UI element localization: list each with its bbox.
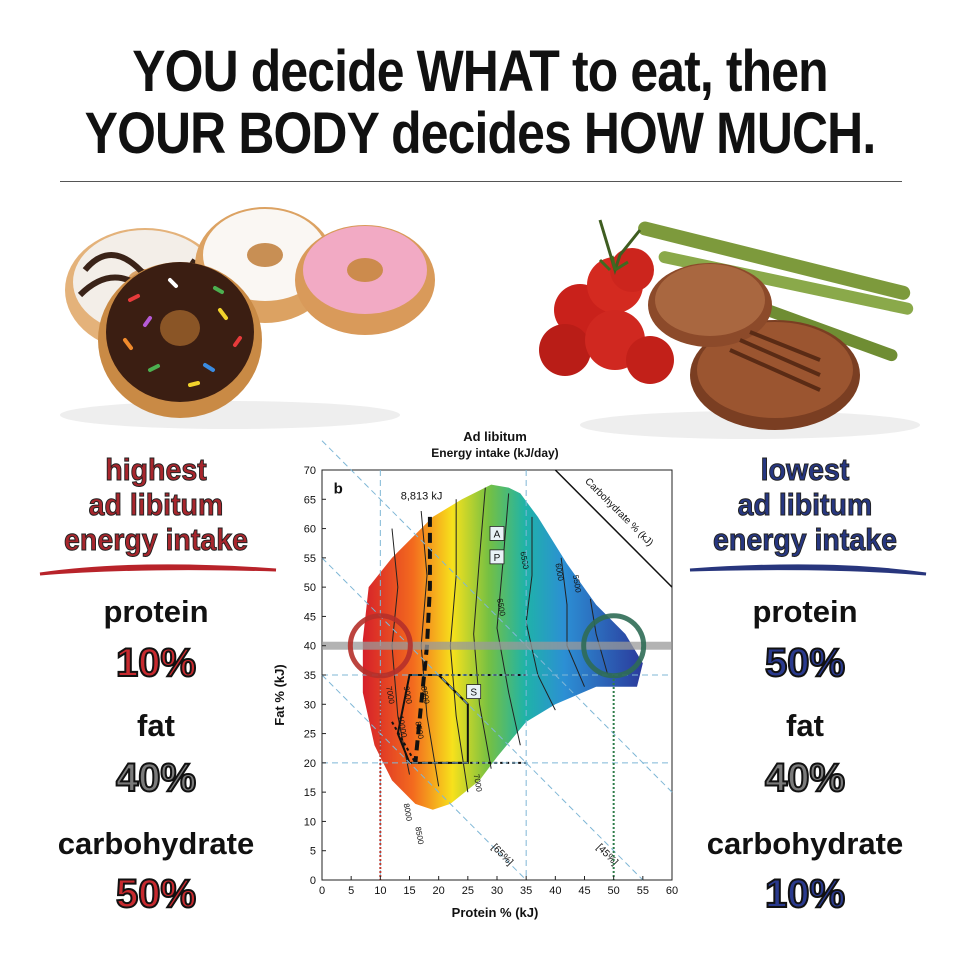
marker-circle <box>347 613 413 679</box>
dotted-bound <box>391 721 527 764</box>
carb-axis <box>554 469 673 588</box>
x-tick-label: 40 <box>549 885 561 897</box>
carb-diagonal <box>321 674 527 881</box>
contour-label: 6000 <box>553 562 565 582</box>
y-tick-label: 45 <box>304 611 316 623</box>
donuts-image <box>60 207 435 429</box>
boxed-label-bg <box>489 526 505 541</box>
right-protein-value: 50% <box>764 640 846 686</box>
peak-annotation: 8,813 kJ <box>401 490 443 502</box>
right-intake-heading: lowest ad libitum energy intake <box>667 452 943 558</box>
y-tick-label: 70 <box>304 465 316 477</box>
contour-line <box>560 557 585 687</box>
divider-rule <box>60 181 902 182</box>
x-tick-label: 5 <box>348 885 354 897</box>
contour-label: 7000 <box>472 773 484 793</box>
right-intake-line-2: ad libitum <box>737 487 873 523</box>
y-tick-label: 55 <box>304 553 316 565</box>
y-tick-label: 60 <box>304 524 316 536</box>
contour-line <box>496 493 521 746</box>
y-tick-label: 20 <box>304 758 316 770</box>
boxed-label: P <box>494 553 501 564</box>
y-tick-label: 50 <box>304 582 316 594</box>
left-fat-label: fat <box>137 708 175 743</box>
left-protein-value: 10% <box>115 640 197 686</box>
right-carb-label: carbohydrate <box>706 826 904 861</box>
x-tick-label: 25 <box>462 885 474 897</box>
steak-image <box>539 219 920 439</box>
contour-label: 8000 <box>419 685 431 705</box>
energy-intake-chart: Ad libitum Energy intake (kJ/day) 650060… <box>272 429 678 920</box>
cherry-tomatoes <box>539 219 674 384</box>
left-carb-label: carbohydrate <box>57 826 255 861</box>
headline-line-1: YOU decide WHAT to eat, then <box>132 39 828 104</box>
contour-label: 8500 <box>413 826 425 846</box>
right-fat-value: 40% <box>764 755 846 801</box>
left-carb-value: 50% <box>115 871 197 917</box>
steak <box>648 263 860 430</box>
right-intake-line-1: lowest <box>760 452 850 488</box>
x-tick-label: 55 <box>637 885 649 897</box>
y-tick-label: 65 <box>304 494 316 506</box>
contour-label: 8500 <box>413 721 425 741</box>
marker-circle <box>581 613 647 679</box>
contour-label: 7000 <box>384 685 396 705</box>
right-protein-label: protein <box>752 594 858 629</box>
contour-label: 8000 <box>402 803 414 823</box>
left-intake-heading: highest ad libitum energy intake <box>18 452 294 558</box>
carb-diagonal <box>321 557 644 881</box>
red-swoosh <box>39 564 277 576</box>
contour-label: 5500 <box>571 574 583 594</box>
x-tick-label: 10 <box>374 885 386 897</box>
x-tick-label: 20 <box>433 885 445 897</box>
contour-line <box>473 487 492 769</box>
x-tick-label: 30 <box>491 885 503 897</box>
carb-diagonal <box>321 440 673 793</box>
contour-label: 6500 <box>495 598 507 618</box>
y-tick-label: 30 <box>304 699 316 711</box>
chart-subtitle: Energy intake (kJ/day) <box>431 446 558 460</box>
y-tick-label: 15 <box>304 787 316 799</box>
left-fat-value: 40% <box>115 755 197 801</box>
y-tick-label: 35 <box>304 670 316 682</box>
boxed-label-bg <box>466 684 482 699</box>
right-carb-value: 10% <box>764 871 846 917</box>
right-fat-label: fat <box>786 708 824 743</box>
x-tick-label: 50 <box>608 885 620 897</box>
boxed-label: A <box>494 529 501 540</box>
x-tick-label: 60 <box>666 885 678 897</box>
left-intake-line-2: ad libitum <box>88 487 224 523</box>
left-protein-label: protein <box>103 594 209 629</box>
y-tick-label: 25 <box>304 729 316 741</box>
contour-line <box>589 598 609 676</box>
x-tick-label: 15 <box>403 885 415 897</box>
y-tick-label: 5 <box>310 846 316 858</box>
y-tick-label: 10 <box>304 816 316 828</box>
chart-xlabel: Protein % (kJ) <box>452 905 539 920</box>
panel-label: b <box>334 480 343 497</box>
fat-40-band <box>322 641 672 650</box>
x-tick-label: 0 <box>319 885 325 897</box>
navy-swoosh <box>689 564 927 576</box>
chocolate-sprinkle-donut <box>98 262 262 418</box>
right-intake-line-3: energy intake <box>713 522 898 558</box>
chart-title: Ad libitum <box>463 429 527 444</box>
x-tick-label: 35 <box>520 885 532 897</box>
y-tick-label: 40 <box>304 641 316 653</box>
left-intake-line-1: highest <box>105 452 207 488</box>
headline-line-2: YOUR BODY decides HOW MUCH. <box>84 101 877 166</box>
contour-label: 6500 <box>518 551 530 571</box>
pink-donut <box>295 225 435 335</box>
boxed-label-bg <box>489 549 505 565</box>
chart-ylabel: Fat % (kJ) <box>272 664 287 725</box>
x-tick-label: 45 <box>578 885 590 897</box>
boxed-label: S <box>470 688 477 699</box>
left-intake-line-3: energy intake <box>64 522 249 558</box>
y-tick-label: 0 <box>310 875 316 887</box>
